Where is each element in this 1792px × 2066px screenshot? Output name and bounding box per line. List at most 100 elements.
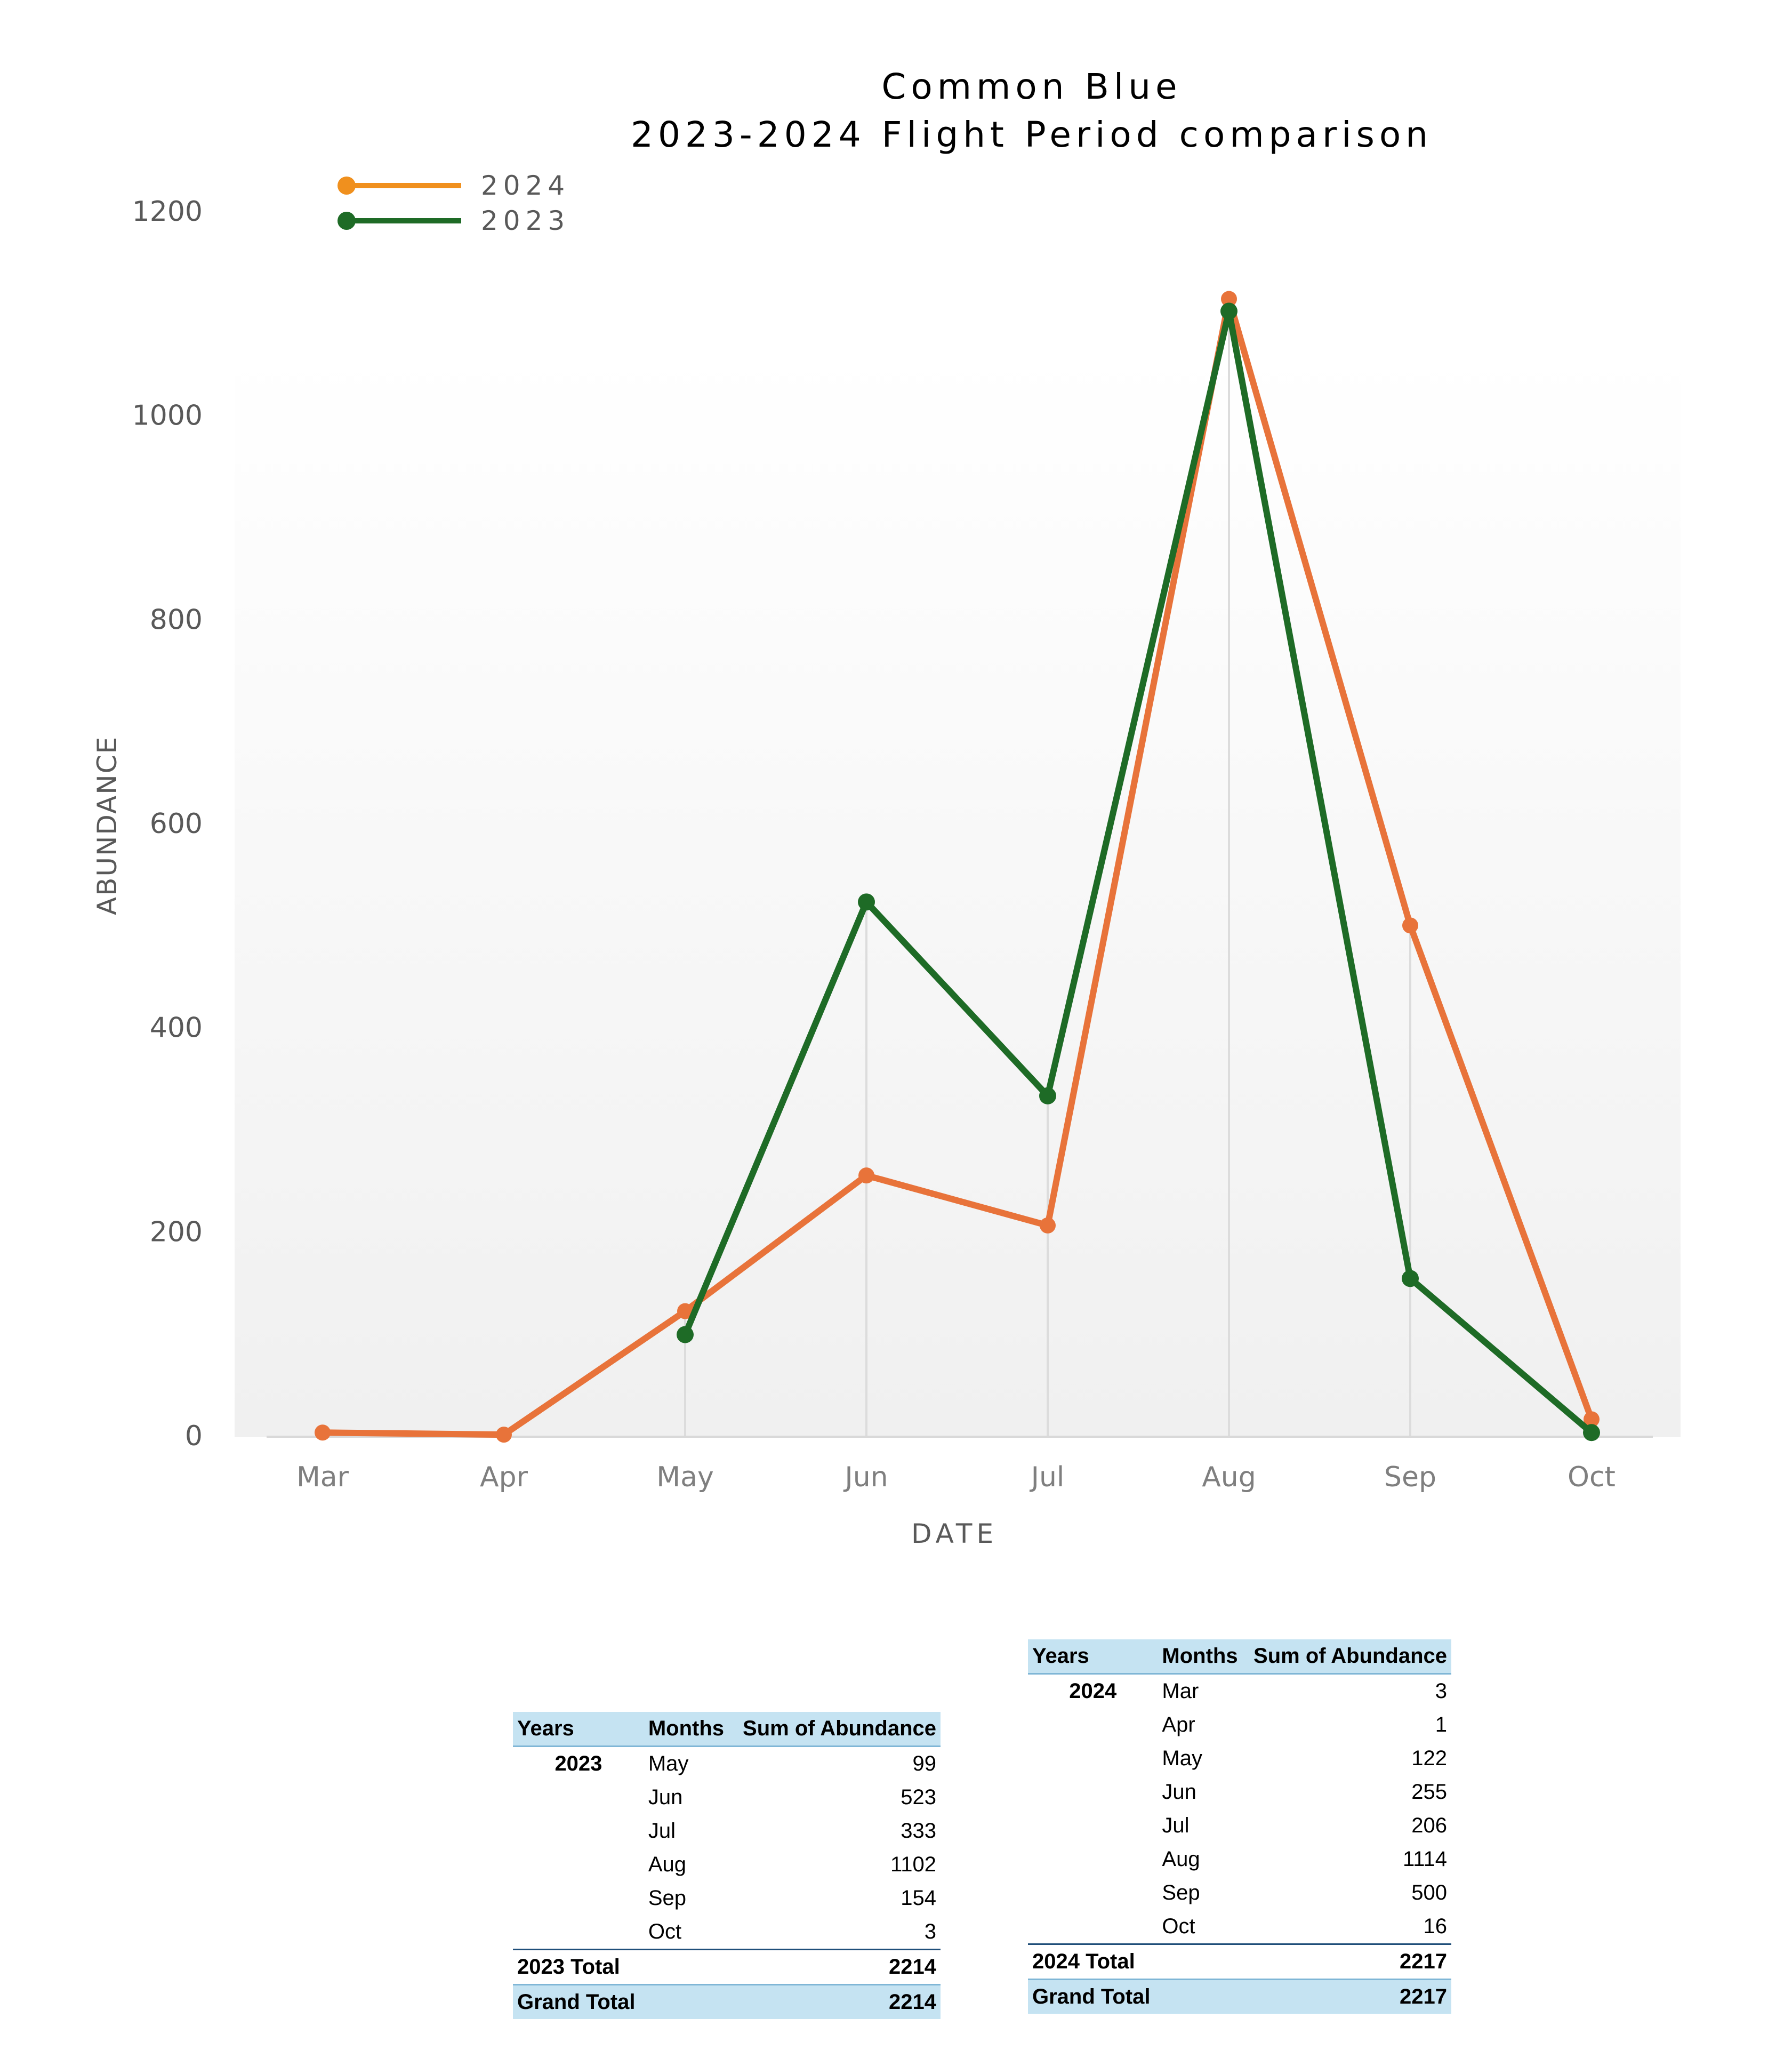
cell-year <box>1028 1809 1158 1843</box>
cell-month: Jul <box>1162 1814 1190 1837</box>
cell-month: Apr <box>1162 1713 1195 1736</box>
cell-value: 500 <box>1411 1881 1447 1904</box>
grand-total-value: 2217 <box>1244 1979 1451 2014</box>
cell-value: 333 <box>901 1819 936 1843</box>
table-row: Sep 154 <box>513 1881 941 1915</box>
cell-value: 122 <box>1411 1747 1447 1770</box>
legend-marker-2023 <box>337 212 356 230</box>
legend: 2024 2023 <box>337 170 570 236</box>
series-line-2023 <box>682 308 1595 1436</box>
table-row: May 122 <box>1028 1742 1451 1775</box>
table-row: Apr 1 <box>1028 1708 1451 1742</box>
grand-total-label: Grand Total <box>513 1984 644 2019</box>
cell-month: Jun <box>1162 1780 1196 1804</box>
pivot-table-2024: Years Months Sum of Abundance 2024 Mar 3 Ap… <box>1028 1639 1451 2014</box>
cell-value: 255 <box>1411 1780 1447 1804</box>
cell-value: 99 <box>912 1752 937 1775</box>
data-point-2024-mar <box>315 1424 331 1441</box>
data-point-2023-aug <box>1220 302 1237 320</box>
cell-month: Sep <box>1162 1881 1200 1904</box>
pivot-table-2023: Years Months Sum of Abundance 2023 May 99 J… <box>513 1712 941 2019</box>
cell-month: Jul <box>648 1819 676 1843</box>
table-row: Jul 206 <box>1028 1809 1451 1843</box>
y-axis-tick-labels: 0 200 400 600 800 1000 1200 <box>132 196 203 1452</box>
y-tick-label: 1200 <box>132 196 203 228</box>
data-point-2024-jul <box>1040 1217 1056 1234</box>
cell-year <box>1028 1843 1158 1876</box>
line-chart: Common Blue 2023-2024 Flight Period comp… <box>92 66 1681 1549</box>
table-grand-total-row: Grand Total 2214 <box>513 1984 941 2019</box>
y-axis-label: ABUNDANCE <box>92 736 123 915</box>
y-tick-label: 1000 <box>132 400 203 432</box>
cell-month: Oct <box>1162 1915 1195 1938</box>
table-row: Jun 255 <box>1028 1775 1451 1809</box>
grand-total-spacer <box>1158 1979 1244 2014</box>
total-value: 2217 <box>1244 1943 1451 1980</box>
table-row: Sep 500 <box>1028 1876 1451 1910</box>
cell-value: 1114 <box>1402 1847 1447 1871</box>
table-total-row: 2024 Total 2217 <box>1028 1943 1451 1980</box>
data-point-2023-jul <box>1039 1087 1056 1104</box>
table-body: 2024 Mar 3 Apr 1 May 122 Jun 255 Jul 206 Aug 1114 Sep… <box>1028 1674 1451 1944</box>
cell-year <box>1028 1910 1158 1944</box>
y-tick-label: 0 <box>185 1420 203 1452</box>
x-axis-tick-labels: Mar Apr May Jun Jul Aug Sep Oct <box>296 1461 1616 1493</box>
total-value: 2214 <box>731 1949 941 1985</box>
cell-value: 3 <box>1435 1679 1447 1703</box>
y-tick-label: 600 <box>150 808 203 840</box>
cell-value: 1102 <box>890 1853 936 1876</box>
cell-value: 154 <box>901 1886 936 1910</box>
table-row: Aug 1114 <box>1028 1843 1451 1876</box>
data-point-2023-may <box>677 1326 694 1343</box>
x-axis-label: DATE <box>911 1518 998 1549</box>
table-row: Jun 523 <box>513 1781 941 1814</box>
cell-value: 1 <box>1435 1713 1447 1736</box>
grand-total-label: Grand Total <box>1028 1979 1158 2014</box>
grand-total-spacer <box>644 1984 732 2019</box>
x-tick-label: Mar <box>296 1461 349 1493</box>
x-tick-label: Sep <box>1384 1461 1436 1493</box>
data-point-2024-may <box>677 1303 693 1319</box>
cell-year <box>1028 1876 1158 1910</box>
total-label: 2023 Total <box>513 1949 644 1985</box>
table-body: 2023 May 99 Jun 523 Jul 333 Aug 1102 Sep 154 Oct 3 <box>513 1747 941 1950</box>
series-line-2024 <box>319 295 1595 1438</box>
cell-month: Aug <box>1162 1847 1200 1871</box>
legend-label-2023: 2023 <box>481 205 570 236</box>
data-point-2024-jun <box>858 1167 874 1184</box>
plot-area <box>235 349 1681 1437</box>
grand-total-value: 2214 <box>731 1984 941 2019</box>
cell-value: 206 <box>1411 1814 1447 1837</box>
cell-year: 2024 <box>1069 1679 1117 1703</box>
y-tick-label: 800 <box>150 604 203 636</box>
cell-month: May <box>1162 1747 1202 1770</box>
data-point-2024-apr <box>496 1427 512 1443</box>
cell-month: Mar <box>1162 1679 1199 1703</box>
chart-title-line-1: Common Blue <box>881 66 1182 107</box>
header-months: Months <box>1158 1639 1244 1675</box>
table-header-row: Years Months Sum of Abundance <box>513 1712 941 1747</box>
cell-month: May <box>648 1752 689 1775</box>
cell-year <box>513 1781 644 1814</box>
cell-month: Aug <box>648 1853 687 1876</box>
table-total-row: 2023 Total 2214 <box>513 1949 941 1985</box>
series-2023 <box>677 302 1600 1442</box>
x-tick-label: Aug <box>1202 1461 1256 1493</box>
cell-month: Jun <box>648 1785 683 1809</box>
data-point-2024-aug <box>1221 291 1237 307</box>
table-row: 2023 May 99 <box>513 1747 941 1781</box>
legend-label-2024: 2024 <box>481 170 570 201</box>
cell-year: 2023 <box>555 1752 602 1775</box>
table-row: Aug 1102 <box>513 1848 941 1881</box>
series-2024 <box>315 291 1600 1443</box>
cell-year <box>513 1848 644 1881</box>
table-row: Jul 333 <box>513 1814 941 1848</box>
chart-title-line-2: 2023-2024 Flight Period comparison <box>631 114 1433 155</box>
table-row: Oct 3 <box>513 1915 941 1950</box>
total-spacer <box>1158 1943 1244 1980</box>
cell-year <box>1028 1708 1158 1742</box>
y-tick-label: 400 <box>150 1012 203 1044</box>
legend-item-2024: 2024 <box>337 170 570 201</box>
x-tick-label: May <box>656 1461 714 1493</box>
